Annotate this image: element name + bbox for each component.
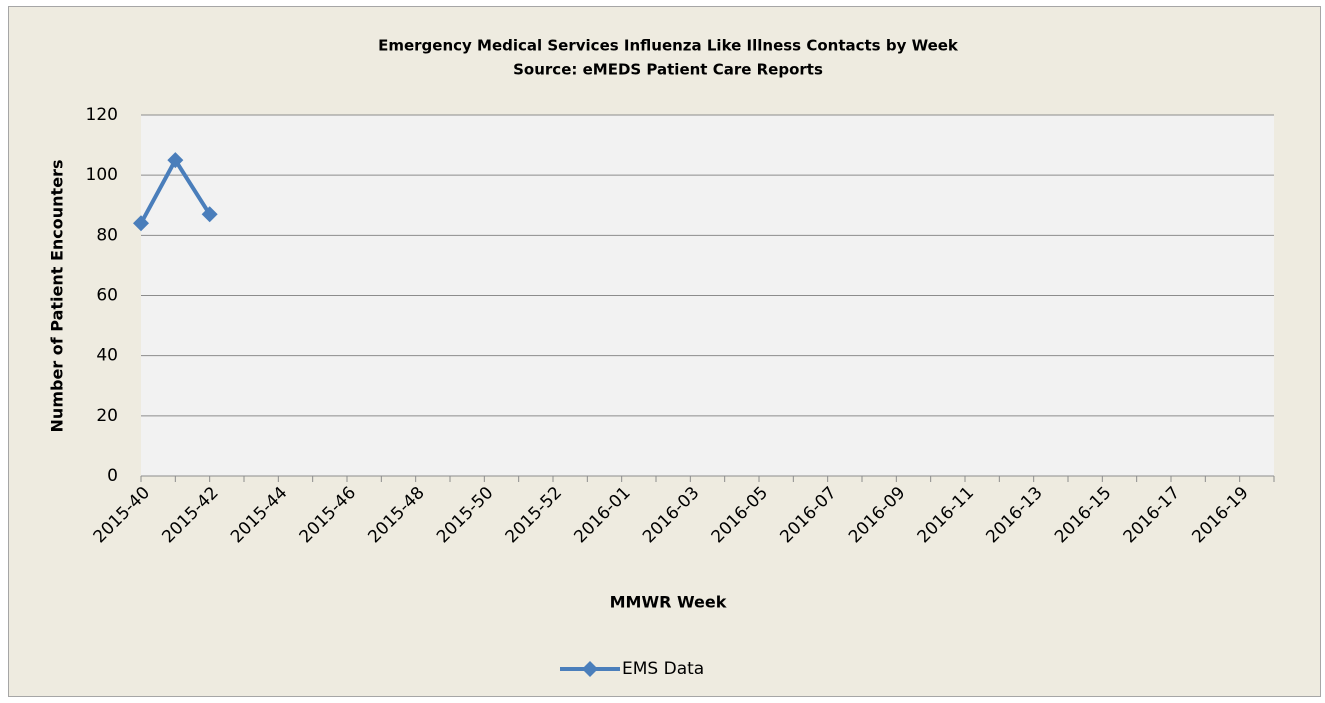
y-tick-label: 20 xyxy=(96,406,118,426)
y-tick-label: 40 xyxy=(96,346,118,366)
marker xyxy=(167,152,184,169)
marker xyxy=(133,215,149,232)
y-axis-title: Number of Patient Encounters xyxy=(48,160,67,433)
legend-label: EMS Data xyxy=(622,659,704,679)
y-tick-label: 80 xyxy=(96,225,118,245)
y-tick-label: 0 xyxy=(107,466,118,486)
chart-title: Emergency Medical Services Influenza Lik… xyxy=(378,37,959,55)
y-tick-label: 120 xyxy=(86,105,118,125)
x-axis-title: MMWR Week xyxy=(610,593,727,612)
chart-subtitle: Source: eMEDS Patient Care Reports xyxy=(513,61,823,79)
y-tick-label: 100 xyxy=(86,165,118,185)
legend-marker xyxy=(582,661,598,677)
marker xyxy=(201,206,218,223)
y-tick-label: 60 xyxy=(96,286,118,306)
